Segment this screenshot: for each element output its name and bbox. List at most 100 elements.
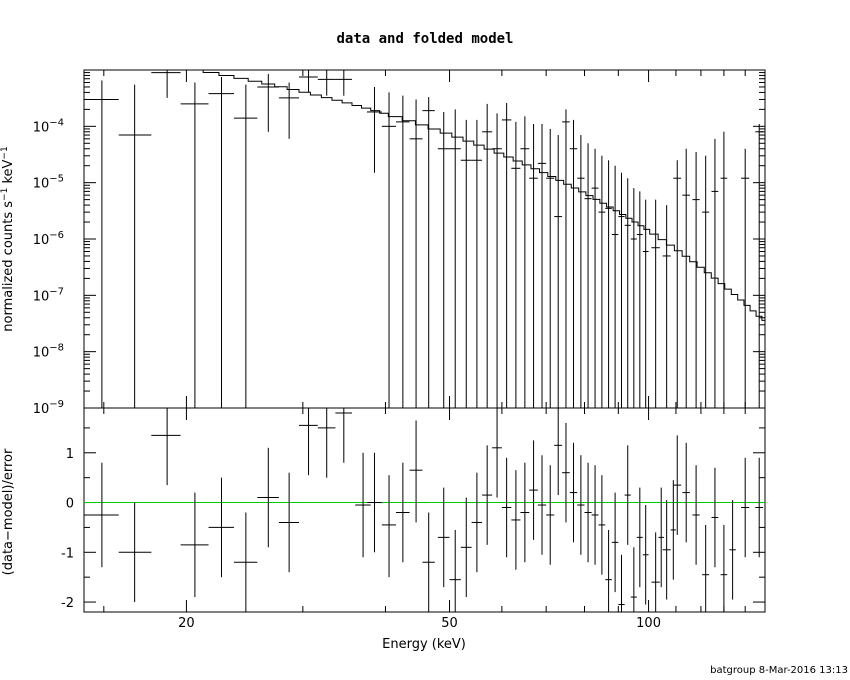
data-point (554, 135, 563, 408)
data-point (741, 148, 750, 408)
data-point (381, 92, 397, 408)
y-tick-label: 10−5 (33, 174, 64, 192)
residual-point (658, 487, 664, 588)
residual-point (381, 475, 397, 578)
residual-point (520, 462, 530, 563)
residual-point (151, 408, 181, 486)
bottom-panel-plot-area (83, 408, 766, 612)
residual-point (741, 457, 750, 558)
residual-point (501, 457, 512, 558)
data-point (482, 103, 493, 408)
data-point (562, 109, 570, 408)
residual-point (755, 457, 764, 558)
residual-point (618, 554, 625, 612)
residual-point (605, 529, 612, 612)
data-point (278, 82, 299, 139)
data-point (598, 155, 606, 408)
data-point (118, 84, 152, 408)
residual-point (317, 408, 336, 478)
data-point (584, 143, 592, 408)
residual-point (355, 452, 371, 558)
residual-point (598, 475, 606, 575)
data-point (711, 138, 719, 408)
residual-point (591, 465, 599, 565)
y-tick-label: 10−9 (33, 399, 64, 417)
data-point (591, 148, 599, 408)
y-tick-label: 0 (66, 497, 74, 512)
residual-point (409, 420, 423, 523)
residual-point (233, 512, 258, 612)
residual-point (180, 492, 209, 598)
data-point (642, 199, 649, 408)
data-point (702, 155, 710, 408)
residual-point (366, 452, 382, 553)
residual-point (511, 470, 521, 570)
data-point (409, 99, 423, 408)
data-point (422, 97, 435, 408)
data-point (208, 77, 234, 408)
residual-point (670, 480, 676, 580)
footer-credit: batgroup 8-Mar-2016 13:13 (710, 665, 848, 676)
residual-point (537, 455, 547, 555)
residual-point (702, 524, 710, 612)
residual-point (482, 445, 493, 545)
y-tick-label: -2 (61, 596, 74, 611)
chart-title: data and folded model (336, 31, 513, 47)
data-point (636, 191, 643, 408)
data-point (335, 70, 352, 96)
residual-point (729, 500, 736, 600)
data-point (529, 124, 538, 408)
residual-point (577, 455, 585, 555)
data-point (180, 82, 209, 408)
data-point (449, 109, 461, 408)
data-point (605, 160, 612, 408)
residual-point (492, 408, 502, 498)
data-point (437, 111, 450, 408)
data-point (233, 84, 258, 408)
x-tick-label: 50 (441, 616, 458, 631)
data-point (396, 95, 410, 408)
y-tick-label: 10−8 (33, 343, 64, 361)
residual-point (396, 462, 410, 563)
residual-point (546, 465, 555, 565)
residual-point (624, 445, 631, 545)
residual-point (630, 547, 637, 612)
data-point (662, 205, 671, 408)
residual-point (422, 512, 435, 612)
y-tick-label: 1 (66, 447, 74, 462)
residual-point (562, 422, 570, 523)
data-point (546, 128, 555, 408)
residual-point (278, 472, 299, 573)
data-point (471, 119, 483, 408)
bottom-y-axis-label: (data−model)/error (1, 448, 16, 575)
residual-point (118, 502, 152, 603)
data-point (257, 73, 279, 132)
residual-point (651, 532, 660, 612)
bottom-panel-frame (83, 407, 766, 613)
residual-point (720, 524, 728, 612)
residual-point (208, 477, 234, 578)
data-point (618, 172, 625, 408)
y-tick-label: 10−4 (33, 117, 64, 135)
x-tick-label: 20 (178, 616, 195, 631)
residual-point (611, 492, 619, 593)
residual-point (84, 462, 119, 568)
data-point (569, 119, 578, 408)
data-point (537, 124, 547, 408)
residual-point (692, 465, 700, 565)
y-tick-label: 10−7 (33, 286, 64, 304)
residual-point (437, 487, 450, 588)
data-point (651, 199, 660, 408)
y-tick-label: 10−6 (33, 230, 64, 248)
data-point (577, 135, 585, 408)
data-point (298, 70, 318, 93)
x-axis-label: Energy (keV) (382, 637, 466, 652)
data-point (720, 131, 728, 408)
residual-point (554, 408, 563, 496)
residual-point (662, 500, 671, 600)
data-point (366, 86, 382, 173)
data-point (611, 165, 619, 408)
y-tick-label: -1 (61, 546, 74, 561)
data-point (84, 80, 119, 408)
residual-point (682, 442, 690, 543)
